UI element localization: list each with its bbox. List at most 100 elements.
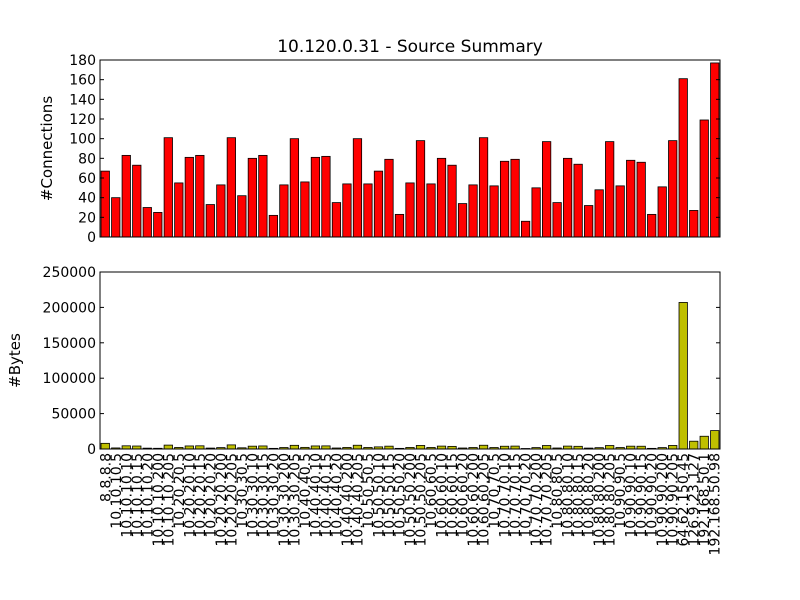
x-tick-label: 10.40.40.15 (319, 453, 335, 538)
x-tick-label: 10.10.10.20 (140, 453, 156, 538)
bar (563, 157, 573, 238)
x-tick-label: 10.70.70.205 (540, 453, 556, 547)
bar (226, 137, 236, 238)
bar (436, 157, 447, 238)
x-tick-label: 10.90.90.15 (634, 453, 650, 538)
x-tick-label: 10.90.90.205 (666, 453, 682, 547)
x-tick-label: 10.50.50.20 (392, 453, 408, 538)
x-tick-label: 10.30.30.20 (266, 453, 282, 538)
x-tick-label: 10.80.80.205 (603, 453, 619, 547)
bar (647, 213, 657, 238)
x-tick-label: 10.60.60.5 (424, 453, 440, 529)
axes-frame (99, 59, 721, 238)
bar (489, 185, 499, 238)
bar (394, 213, 405, 238)
bar (415, 445, 426, 450)
y-axis-label: #Bytes (6, 333, 24, 388)
x-tick-label: 10.30.30.10 (245, 453, 261, 538)
bar (689, 440, 699, 450)
x-tick-label: 10.40.40.10 (308, 453, 324, 538)
bar (153, 212, 163, 238)
bar (468, 184, 478, 238)
bar (584, 205, 594, 238)
bar (710, 62, 720, 238)
x-tick-label: 10.20.20.15 (193, 453, 209, 538)
x-tick-label: 10.60.60.200 (466, 453, 482, 547)
bar (615, 185, 625, 238)
bar (415, 140, 426, 238)
x-tick-label: 10.70.70.20 (519, 453, 535, 538)
x-tick-label: 10.60.60.20 (456, 453, 472, 538)
y-tick-label: 160 (69, 73, 96, 89)
x-tick-label: 10.50.50.5 (361, 453, 377, 529)
y-tick-label: 60 (78, 171, 96, 187)
x-tick-label: 10.80.80.5 (550, 453, 566, 529)
bar (279, 184, 289, 238)
x-tick-label: 64.62.150.45 (676, 453, 692, 547)
bar (573, 163, 583, 238)
x-tick-label: 10.20.20.5 (172, 453, 188, 529)
x-tick-label: 10.70.70.5 (487, 453, 503, 529)
x-tick-label: 10.40.40.200 (340, 453, 356, 547)
axes-frame (99, 271, 721, 450)
bar (268, 214, 278, 238)
bar (226, 444, 236, 450)
bar (184, 156, 194, 238)
bar (174, 182, 184, 238)
bar (100, 442, 110, 450)
bar (699, 119, 709, 238)
x-tick-label: 10.90.90.10 (624, 453, 640, 538)
x-tick-label: 10.50.50.15 (382, 453, 398, 538)
x-tick-label: 10.60.60.205 (477, 453, 493, 547)
bar (331, 202, 342, 238)
x-tick-label: 10.90.90.200 (655, 453, 671, 547)
bar (636, 161, 646, 238)
bar (258, 154, 268, 238)
bar (289, 138, 300, 238)
x-tick-label: 10.50.50.10 (371, 453, 387, 538)
bar (195, 154, 205, 238)
x-tick-label: 10.80.80.200 (592, 453, 608, 547)
bar (163, 137, 173, 238)
y-axis-label: #Connections (38, 96, 56, 201)
bar (689, 210, 699, 238)
y-tick-label: 20 (78, 210, 96, 226)
bar (111, 197, 121, 238)
bar (605, 141, 615, 238)
x-tick-label: 10.10.10.10 (119, 453, 135, 538)
x-tick-label: 10.50.50.200 (403, 453, 419, 547)
y-tick-label: 0 (87, 442, 96, 458)
bar (457, 203, 468, 238)
bar (384, 158, 394, 238)
bar (499, 160, 510, 238)
bar (310, 156, 321, 238)
x-tick-label: 8.8.8.8 (98, 453, 114, 502)
bar (405, 182, 415, 238)
bar (300, 181, 310, 238)
bar (363, 183, 373, 238)
y-tick-label: 150000 (43, 336, 96, 352)
x-tick-label: 192.168.50.98 (708, 453, 724, 555)
y-tick-label: 120 (69, 112, 96, 128)
bar (426, 183, 436, 238)
bar (447, 164, 457, 238)
bar (132, 164, 142, 238)
x-tick-label: 10.10.10.205 (161, 453, 177, 547)
y-tick-label: 50000 (51, 407, 96, 423)
bar (321, 155, 331, 238)
bar (710, 430, 720, 450)
bar (121, 154, 131, 238)
x-tick-label: 10.30.30.200 (277, 453, 293, 547)
y-tick-label: 140 (69, 92, 96, 108)
y-tick-label: 0 (87, 230, 96, 246)
x-tick-label: 126.9.23.127 (687, 453, 703, 547)
bar (657, 186, 667, 238)
x-tick-label: 10.30.30.15 (256, 453, 272, 538)
y-tick-label: 100 (69, 132, 96, 148)
bar (520, 220, 531, 238)
y-tick-label: 100000 (43, 371, 96, 387)
x-tick-label: 10.60.60.15 (445, 453, 461, 538)
x-tick-label: 10.20.20.20 (203, 453, 219, 538)
